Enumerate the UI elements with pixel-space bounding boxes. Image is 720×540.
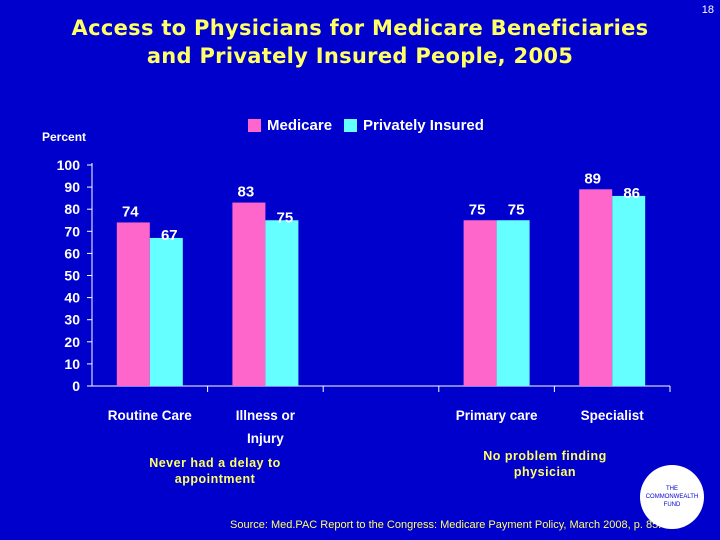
y-tick-label-100: 100 [57, 157, 81, 173]
category-label-illness-or-injury-line-2: Injury [247, 431, 284, 446]
group-label-left: Never had a delay to appointment [149, 456, 281, 486]
category-label-illness-or-injury-line-1: Illness or [236, 408, 296, 423]
y-tick-label-20: 20 [64, 334, 80, 350]
bar-privately-insured-specialist [612, 195, 646, 386]
slide-number: 18 [701, 4, 714, 16]
y-tick-label-10: 10 [64, 356, 80, 372]
value-label-privately-insured-routine-care: 67 [161, 227, 178, 244]
legend-item-privately-insured: Privately Insured [344, 117, 484, 134]
bar-privately-insured-primary-care [496, 220, 530, 386]
legend-item-medicare: Medicare [248, 117, 332, 134]
category-label-specialist: Specialist [581, 408, 645, 423]
legend-swatch-medicare [248, 118, 261, 132]
bar-medicare-specialist [579, 189, 613, 386]
legend: Medicare Privately Insured [248, 116, 490, 134]
y-tick-label-80: 80 [64, 201, 80, 217]
y-tick-label-90: 90 [64, 179, 80, 195]
value-label-medicare-routine-care: 74 [122, 203, 139, 220]
y-axis-label: Percent [42, 130, 87, 144]
value-label-privately-insured-illness-or-injury: 75 [277, 209, 294, 226]
bar-medicare-routine-care [116, 222, 150, 386]
title-line-2: and Privately Insured People, 2005 [146, 44, 574, 68]
value-label-privately-insured-specialist: 86 [623, 185, 640, 202]
bar-privately-insured-illness-or-injury [265, 220, 299, 386]
title-line-1: Access to Physicians for Medicare Benefi… [71, 16, 649, 40]
category-label-routine-care: Routine Care [108, 408, 193, 423]
commonwealth-fund-logo: THE COMMONWEALTH FUND [640, 465, 704, 529]
category-label-primary-care: Primary care [456, 408, 538, 423]
legend-swatch-privately-insured [344, 118, 358, 132]
y-tick-label-60: 60 [64, 245, 80, 261]
chart-title: Access to Physicians for Medicare Benefi… [20, 14, 700, 70]
y-tick-label-50: 50 [64, 268, 80, 284]
bar-medicare-illness-or-injury [232, 202, 266, 386]
y-tick-label-70: 70 [64, 223, 80, 239]
y-tick-label-0: 0 [72, 378, 80, 394]
value-label-privately-insured-primary-care: 75 [508, 201, 525, 218]
value-label-medicare-primary-care: 75 [469, 201, 486, 218]
source-note: Source: Med.PAC Report to the Congress: … [230, 519, 662, 531]
legend-label-privately-insured: Privately Insured [363, 116, 484, 134]
legend-label-medicare: Medicare [267, 116, 333, 134]
y-tick-label-30: 30 [64, 312, 80, 328]
y-tick-label-40: 40 [64, 290, 80, 306]
group-label-right: No problem finding physician [483, 449, 607, 479]
bar-medicare-primary-care [463, 220, 497, 386]
value-label-medicare-illness-or-injury: 83 [238, 184, 255, 201]
bar-privately-insured-routine-care [149, 237, 183, 386]
value-label-medicare-specialist: 89 [584, 170, 601, 187]
